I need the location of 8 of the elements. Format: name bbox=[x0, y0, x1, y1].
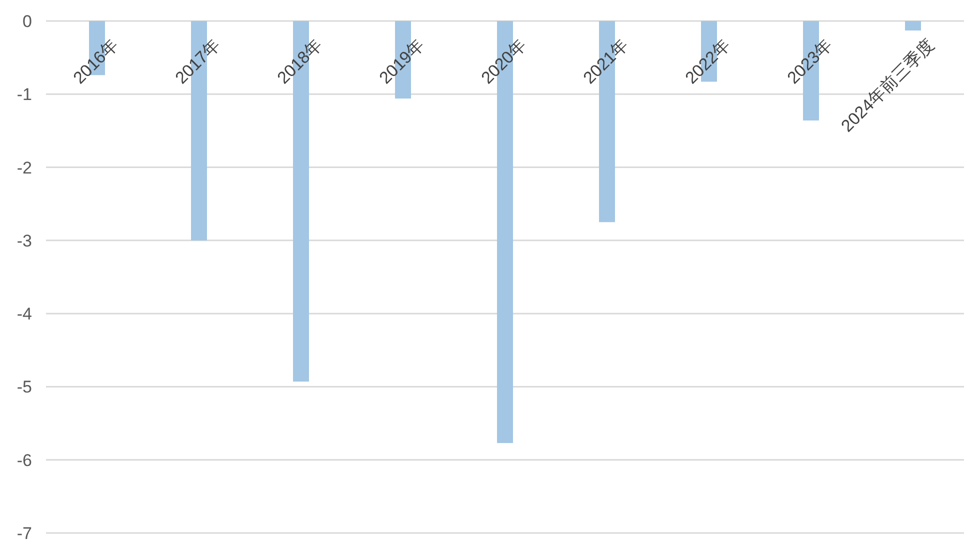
y-tick-label: -4 bbox=[16, 304, 32, 324]
y-tick-label: -1 bbox=[16, 85, 32, 104]
y-tick-label: -5 bbox=[16, 378, 32, 397]
y-tick-label: -6 bbox=[16, 450, 32, 470]
y-tick-label: 0 bbox=[22, 12, 32, 31]
y-tick-label: -2 bbox=[16, 158, 32, 178]
y-tick-label: -7 bbox=[16, 524, 32, 543]
y-tick-label: -3 bbox=[16, 231, 32, 250]
